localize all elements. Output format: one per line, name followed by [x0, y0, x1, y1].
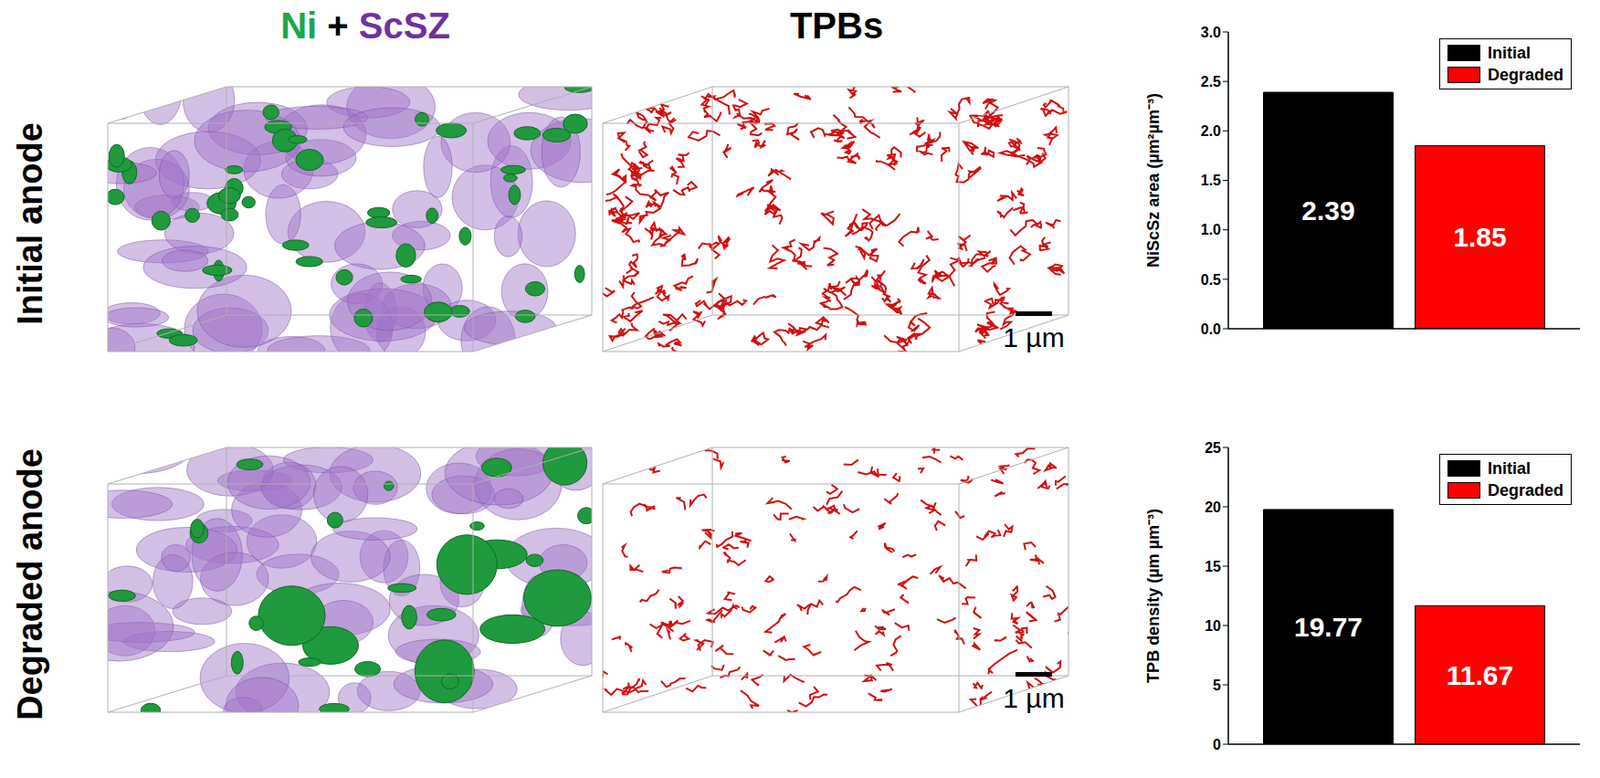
svg-text:1 µm: 1 µm: [1002, 322, 1064, 353]
svg-text:2.5: 2.5: [1200, 73, 1222, 90]
svg-text:1.0: 1.0: [1200, 221, 1222, 238]
svg-text:5: 5: [1212, 677, 1222, 694]
svg-text:2.0: 2.0: [1200, 123, 1222, 139]
html-text:Initial: Initial: [1487, 43, 1531, 63]
html-text:Initial: Initial: [1487, 459, 1531, 478]
svg-text:10: 10: [1204, 618, 1222, 634]
svg-text:1.85: 1.85: [1452, 221, 1506, 253]
svg-text:11.67: 11.67: [1446, 660, 1514, 691]
svg-text:NiScSz area (µm²µm⁻³): NiScSz area (µm²µm⁻³): [1144, 93, 1163, 268]
svg-text:19.77: 19.77: [1294, 611, 1363, 643]
svg-text:20: 20: [1204, 499, 1222, 516]
svg-text:1.5: 1.5: [1200, 172, 1222, 189]
svg-text:TPB density (µm µm⁻³): TPB density (µm µm⁻³): [1144, 508, 1163, 684]
svg-text:Degraded anode: Degraded anode: [10, 448, 50, 721]
html-text:Degraded: Degraded: [1487, 481, 1564, 500]
html-text:Degraded: Degraded: [1487, 65, 1564, 85]
svg-text:TPBs: TPBs: [789, 5, 884, 46]
svg-text:Ni + ScSZ: Ni + ScSZ: [280, 5, 451, 46]
svg-text:25: 25: [1204, 440, 1222, 456]
svg-text:Initial anode: Initial anode: [10, 122, 50, 326]
svg-text:3.0: 3.0: [1200, 24, 1222, 41]
svg-text:0.0: 0.0: [1200, 321, 1222, 337]
svg-text:2.39: 2.39: [1301, 195, 1355, 226]
svg-text:1 µm: 1 µm: [1002, 683, 1064, 714]
svg-text:15: 15: [1204, 558, 1222, 575]
svg-text:0: 0: [1212, 736, 1222, 753]
svg-text:0.5: 0.5: [1200, 272, 1222, 288]
